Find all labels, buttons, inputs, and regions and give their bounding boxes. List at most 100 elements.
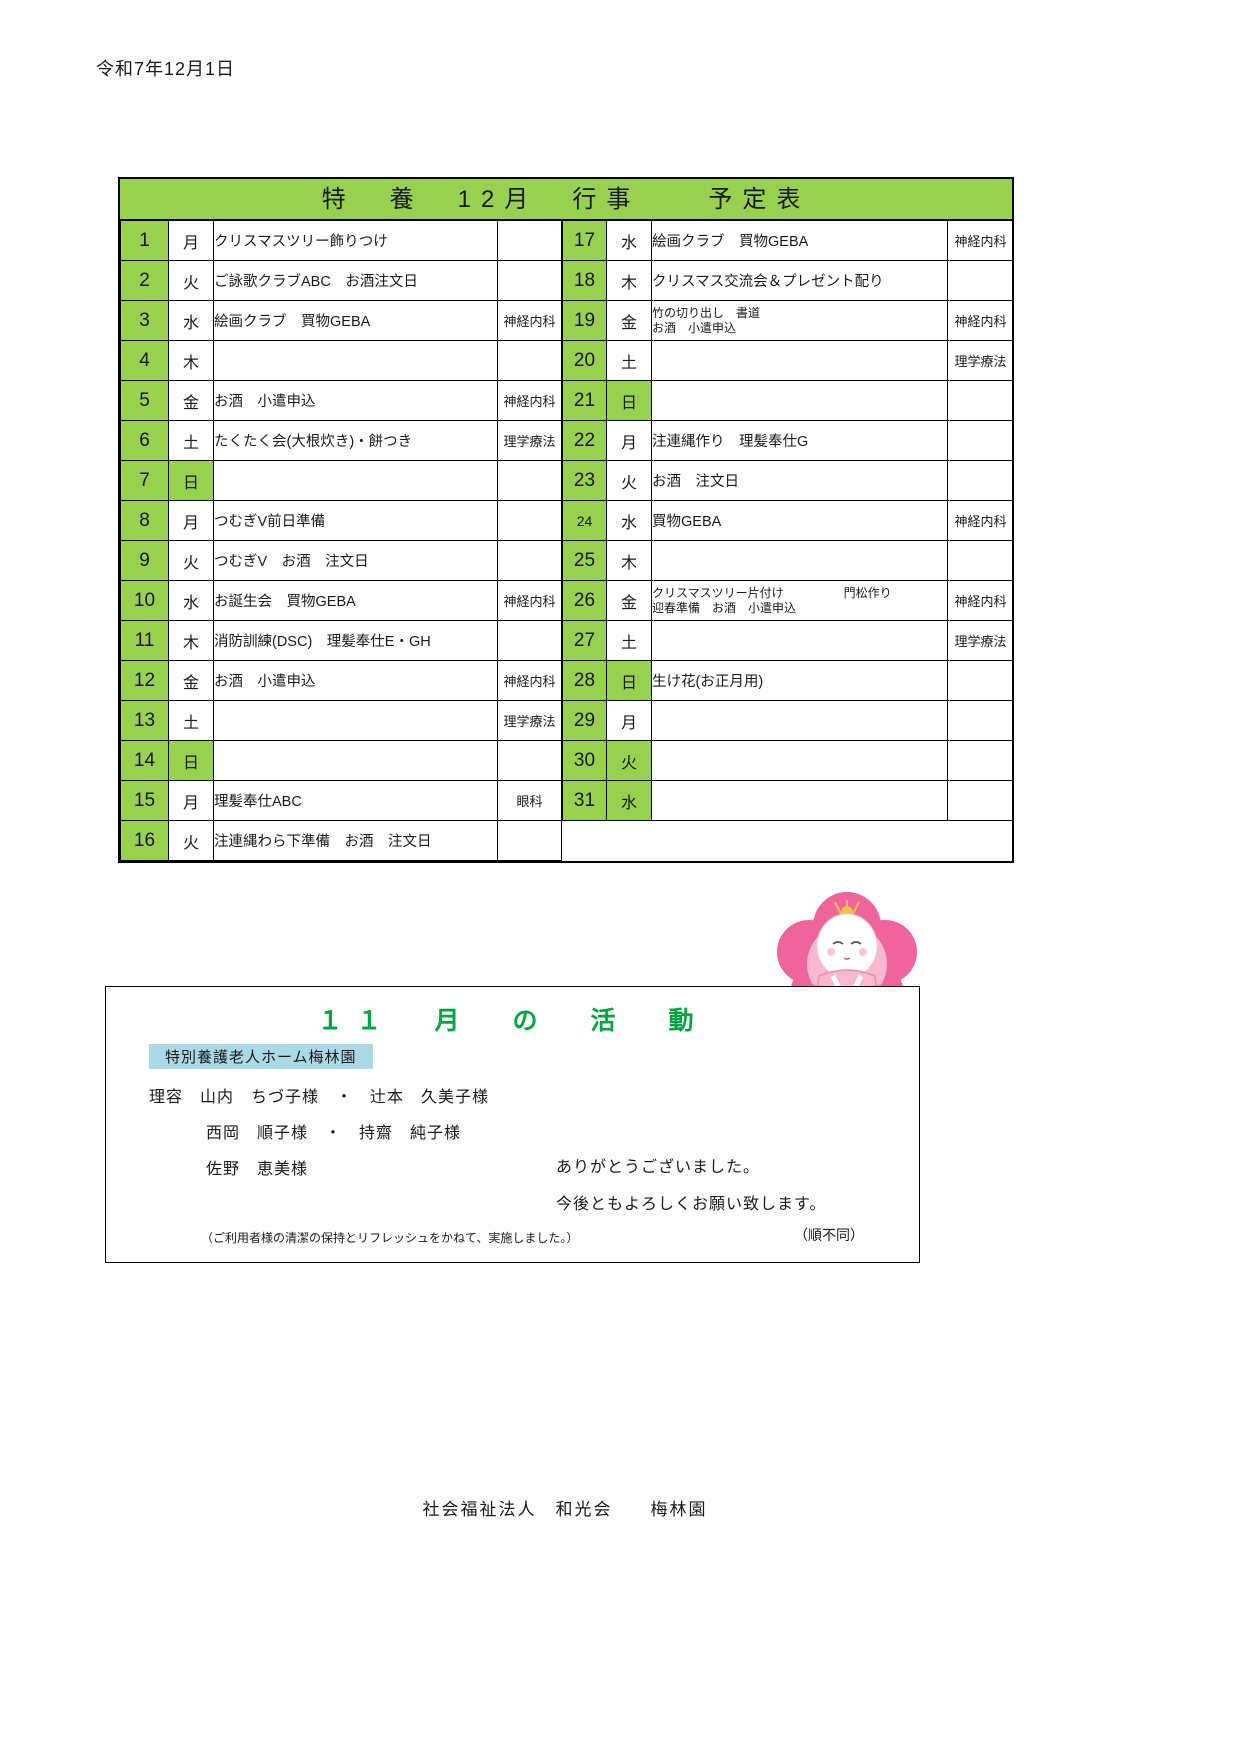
clinic-note-cell: 理学療法 — [497, 420, 562, 461]
event-text: お酒 小遣申込 — [214, 674, 316, 690]
event-cell: 絵画クラブ 買物GEBA — [651, 220, 948, 261]
clinic-note-cell — [497, 740, 562, 781]
day-of-week: 木 — [606, 540, 652, 581]
day-of-week: 木 — [168, 620, 214, 661]
day-of-week: 日 — [168, 740, 214, 781]
day-of-week: 水 — [168, 300, 214, 341]
event-cell: 注連縄わら下準備 お酒 注文日 — [213, 820, 498, 861]
day-of-week: 水 — [606, 220, 652, 261]
day-of-week: 火 — [168, 820, 214, 861]
event-cell: 生け花(お正月用) — [651, 660, 948, 701]
event-text: 理髪奉仕ABC — [214, 794, 302, 810]
schedule-row-8: 8 月つむぎV前日準備 — [120, 500, 562, 541]
clinic-note-cell: 理学療法 — [947, 340, 1014, 381]
schedule-row-29: 29 月 — [562, 700, 1014, 741]
schedule-body: 1 月クリスマスツリー飾りつけ 2 火ご詠歌クラブABC お酒注文日 3 水絵画クラブ 買… — [120, 220, 1014, 861]
thanks-message-line-2: 今後ともよろしくお願い致します。 — [556, 1196, 827, 1213]
clinic-note-cell: 眼科 — [497, 780, 562, 821]
event-cell — [651, 540, 948, 581]
event-cell: クリスマス交流会＆プレゼント配り — [651, 260, 948, 301]
day-number: 18 — [562, 260, 607, 301]
event-text: クリスマスツリー片付け 門松作り — [652, 585, 892, 600]
day-number: 24 — [562, 500, 607, 541]
schedule-row-16: 16 火注連縄わら下準備 お酒 注文日 — [120, 820, 562, 861]
day-number: 21 — [562, 380, 607, 421]
day-of-week: 月 — [606, 700, 652, 741]
schedule-row-6: 6 土たくたく会(大根炊き)・餅つき 理学療法 — [120, 420, 562, 461]
clinic-note-cell: 理学療法 — [947, 620, 1014, 661]
event-text: 生け花(お正月用) — [652, 674, 764, 690]
event-cell: ご詠歌クラブABC お酒注文日 — [213, 260, 498, 301]
event-cell: クリスマスツリー飾りつけ — [213, 220, 498, 261]
event-cell: 消防訓練(DSC) 理髪奉仕E・GH — [213, 620, 498, 661]
december-schedule-table: 特 養 12月 行事 予定表 1 月クリスマスツリー飾りつけ 2 火ご詠歌クラブABC… — [118, 177, 1014, 863]
day-of-week: 金 — [168, 380, 214, 421]
clinic-note-cell — [947, 780, 1014, 821]
event-text: お誕生会 買物GEBA — [214, 594, 356, 610]
schedule-title: 特 養 12月 行事 予定表 — [120, 179, 1012, 220]
event-cell: 買物GEBA — [651, 500, 948, 541]
day-of-week: 金 — [606, 580, 652, 621]
event-cell — [651, 380, 948, 421]
event-cell: つむぎV お酒 注文日 — [213, 540, 498, 581]
day-number: 6 — [120, 420, 169, 461]
event-cell: 理髪奉仕ABC — [213, 780, 498, 821]
day-of-week: 木 — [606, 260, 652, 301]
schedule-row-3: 3 水絵画クラブ 買物GEBA 神経内科 — [120, 300, 562, 341]
volunteer-names-line-3: 佐野 恵美様 — [206, 1161, 309, 1178]
schedule-row-10: 10 水お誕生会 買物GEBA 神経内科 — [120, 580, 562, 621]
event-text: お酒 注文日 — [652, 474, 740, 490]
schedule-row-24: 24 水買物GEBA 神経内科 — [562, 500, 1014, 541]
day-number: 28 — [562, 660, 607, 701]
clinic-note-cell — [947, 460, 1014, 501]
clinic-note-cell — [947, 540, 1014, 581]
event-cell — [213, 700, 498, 741]
clinic-note-cell — [497, 260, 562, 301]
day-number: 7 — [120, 460, 169, 501]
schedule-row-18: 18 木クリスマス交流会＆プレゼント配り — [562, 260, 1014, 301]
day-number: 8 — [120, 500, 169, 541]
facility-name-label: 特別養護老人ホーム梅林園 — [149, 1044, 373, 1069]
clinic-note-cell — [497, 220, 562, 261]
event-text: 竹の切り出し 書道 — [652, 305, 761, 320]
day-of-week: 木 — [168, 340, 214, 381]
day-number: 12 — [120, 660, 169, 701]
clinic-note-cell — [497, 540, 562, 581]
volunteer-names-line-1: 理容 山内 ちづ子様 ・ 辻本 久美子様 — [149, 1089, 490, 1106]
event-text: 消防訓練(DSC) 理髪奉仕E・GH — [214, 634, 431, 650]
clinic-note-cell: 神経内科 — [947, 220, 1014, 261]
clinic-note-cell: 神経内科 — [947, 500, 1014, 541]
schedule-row-11: 11 木消防訓練(DSC) 理髪奉仕E・GH — [120, 620, 562, 661]
day-of-week: 月 — [168, 500, 214, 541]
day-of-week: 月 — [606, 420, 652, 461]
event-cell — [651, 340, 948, 381]
organization-footer: 社会福祉法人 和光会 梅林園 — [422, 1500, 708, 1519]
event-cell: 注連縄作り 理髪奉仕G — [651, 420, 948, 461]
day-of-week: 水 — [168, 580, 214, 621]
schedule-row-20: 20 土 理学療法 — [562, 340, 1014, 381]
event-cell: つむぎV前日準備 — [213, 500, 498, 541]
event-cell — [651, 780, 948, 821]
event-cell: お酒 注文日 — [651, 460, 948, 501]
day-number: 16 — [120, 820, 169, 861]
event-cell: クリスマスツリー片付け 門松作り 迎春準備 お酒 小遣申込 — [651, 580, 948, 621]
schedule-right-half: 17 水絵画クラブ 買物GEBA 神経内科 18 木クリスマス交流会＆プレゼント配り 19… — [562, 220, 1014, 821]
schedule-row-31: 31 水 — [562, 780, 1014, 821]
event-text: 注連縄作り 理髪奉仕G — [652, 434, 809, 450]
clinic-note-cell: 神経内科 — [497, 580, 562, 621]
day-of-week: 水 — [606, 500, 652, 541]
clinic-note-cell — [947, 260, 1014, 301]
schedule-row-1: 1 月クリスマスツリー飾りつけ — [120, 220, 562, 261]
day-number: 14 — [120, 740, 169, 781]
activity-title: １１ 月 の 活 動 — [317, 1007, 708, 1035]
schedule-row-21: 21 日 — [562, 380, 1014, 421]
day-number: 15 — [120, 780, 169, 821]
event-cell — [213, 460, 498, 501]
thanks-message-line-1: ありがとうございました。 — [556, 1159, 761, 1176]
day-number: 19 — [562, 300, 607, 341]
event-cell — [651, 620, 948, 661]
day-of-week: 火 — [606, 460, 652, 501]
